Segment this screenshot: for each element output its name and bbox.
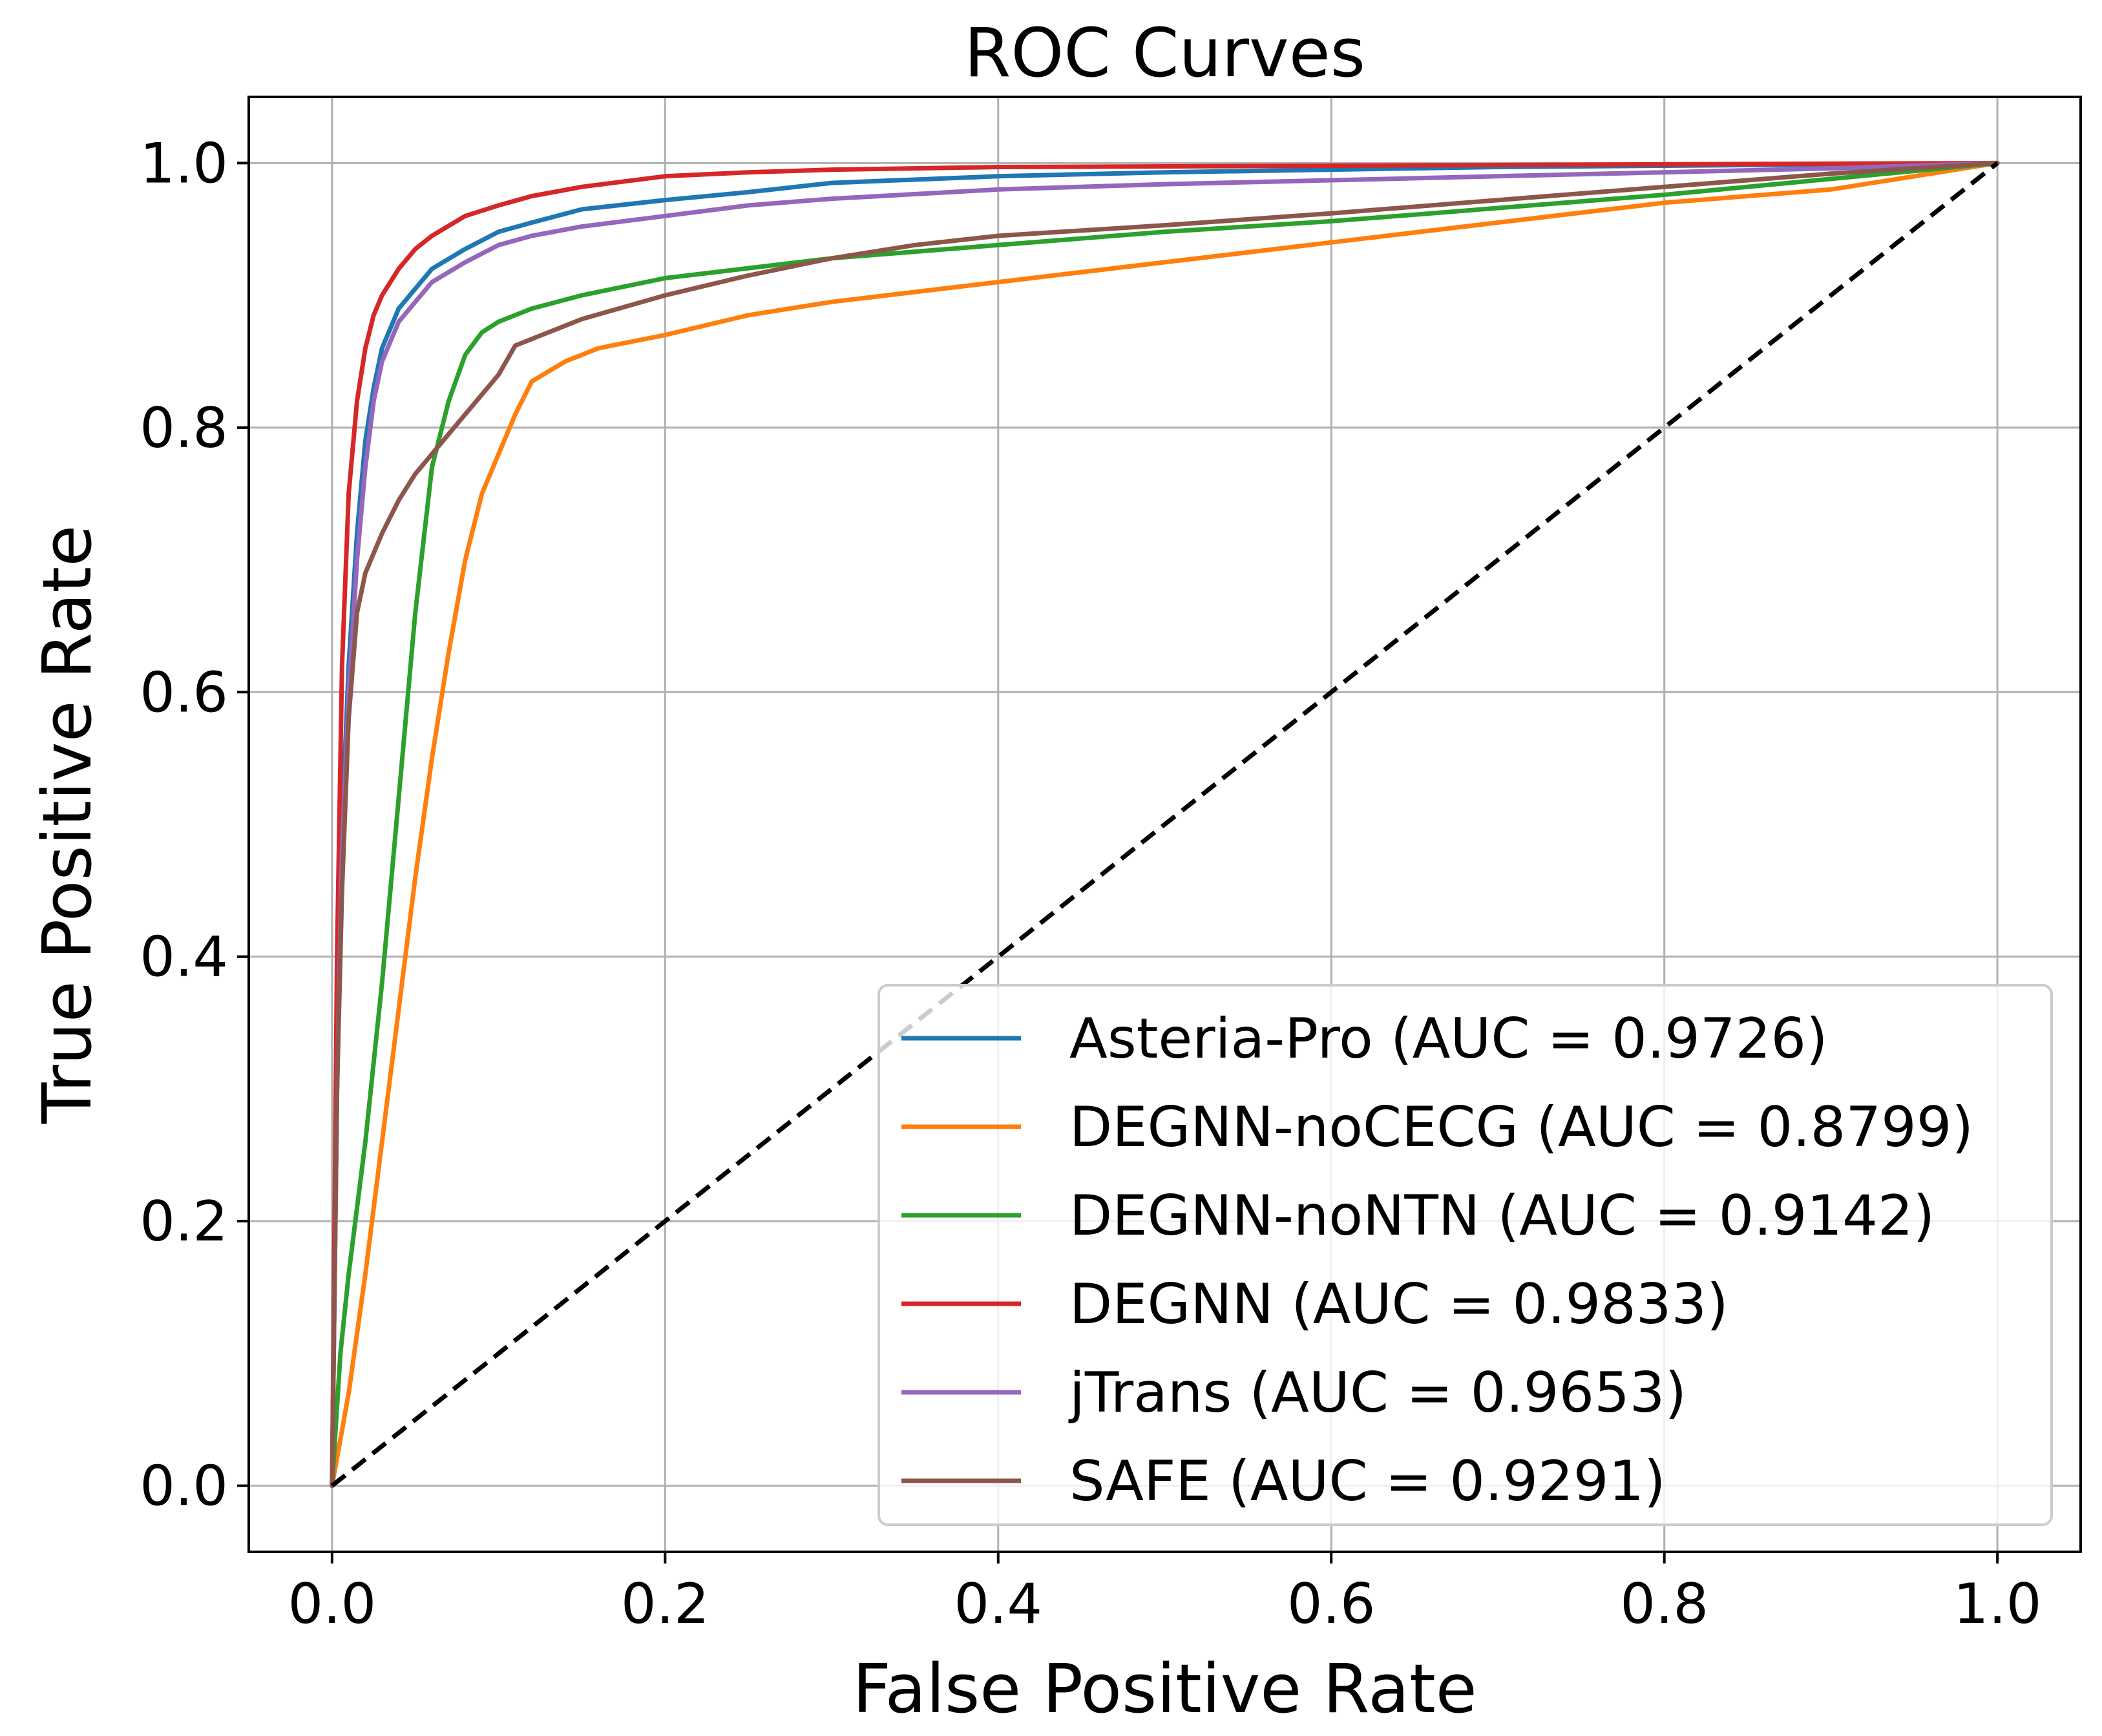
series-layer: [330, 160, 2000, 1489]
chart-title: ROC Curves: [964, 14, 1365, 92]
x-tick-label-4: 0.8: [1620, 1572, 1708, 1637]
axis-ticks: 0.0 0.2 0.4 0.6 0.8 1.0 0.0 0.2 0.4 0.6 0.8 1.0: [140, 131, 2041, 1637]
legend-label-4: jTrans (AUC = 0.9653): [1068, 1361, 1687, 1425]
legend-label-5: SAFE (AUC = 0.9291): [1069, 1449, 1666, 1514]
series-line-2: [330, 160, 2000, 1489]
y-tick-label-0: 0.0: [140, 1454, 228, 1519]
reference-diagonal-line: [330, 161, 1999, 1488]
y-tick-label-3: 0.6: [140, 660, 228, 725]
x-tick-label-2: 0.4: [954, 1572, 1042, 1637]
y-tick-label-2: 0.4: [140, 925, 228, 990]
x-tick-label-3: 0.6: [1287, 1572, 1376, 1637]
legend-label-0: Asteria-Pro (AUC = 0.9726): [1069, 1007, 1828, 1071]
legend-label-1: DEGNN-noCECG (AUC = 0.8799): [1069, 1095, 1973, 1160]
series-line-1: [330, 160, 2000, 1489]
y-tick-label-1: 0.2: [140, 1189, 228, 1254]
x-tick-label-1: 0.2: [621, 1572, 709, 1637]
series-line-5: [330, 160, 2000, 1489]
y-tick-label-5: 1.0: [140, 131, 228, 196]
x-axis-label: False Positive Rate: [852, 1649, 1477, 1728]
series-line-4: [330, 160, 2000, 1489]
legend-label-3: DEGNN (AUC = 0.9833): [1069, 1272, 1729, 1337]
y-axis-label: True Positive Rate: [28, 525, 107, 1124]
plot-frame: [247, 96, 2082, 1553]
legend-box: [878, 984, 2053, 1526]
grid-lines: [249, 97, 2081, 1552]
series-line-3: [330, 160, 2000, 1489]
legend-label-2: DEGNN-noNTN (AUC = 0.9142): [1069, 1184, 1935, 1248]
x-tick-label-0: 0.0: [288, 1572, 376, 1637]
series-line-0: [330, 160, 2000, 1489]
reference-layer: [330, 161, 1999, 1488]
x-tick-label-5: 1.0: [1953, 1572, 2042, 1637]
y-tick-label-4: 0.8: [140, 396, 228, 461]
legend: Asteria-Pro (AUC = 0.9726) DEGNN-noCECG (…: [878, 984, 2053, 1526]
